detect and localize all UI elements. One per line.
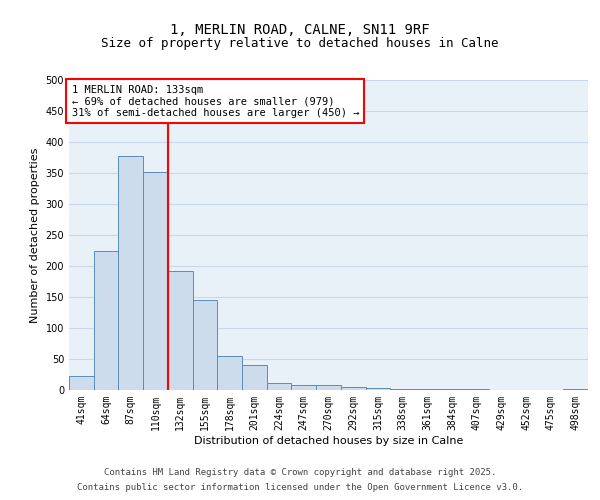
Text: Contains public sector information licensed under the Open Government Licence v3: Contains public sector information licen… [77, 483, 523, 492]
Bar [316, 385, 341, 390]
Y-axis label: Number of detached properties: Number of detached properties [30, 148, 40, 322]
Bar [267, 382, 292, 390]
Bar [143, 172, 168, 390]
X-axis label: Distribution of detached houses by size in Calne: Distribution of detached houses by size … [194, 436, 463, 446]
Bar [168, 271, 193, 390]
Text: Size of property relative to detached houses in Calne: Size of property relative to detached ho… [101, 38, 499, 51]
Bar [217, 356, 242, 390]
Bar [292, 385, 316, 390]
Bar [118, 156, 143, 390]
Bar [341, 387, 365, 390]
Text: 1, MERLIN ROAD, CALNE, SN11 9RF: 1, MERLIN ROAD, CALNE, SN11 9RF [170, 22, 430, 36]
Text: 1 MERLIN ROAD: 133sqm
← 69% of detached houses are smaller (979)
31% of semi-det: 1 MERLIN ROAD: 133sqm ← 69% of detached … [71, 84, 359, 118]
Bar [69, 376, 94, 390]
Bar [94, 250, 118, 390]
Bar [193, 300, 217, 390]
Bar [242, 365, 267, 390]
Text: Contains HM Land Registry data © Crown copyright and database right 2025.: Contains HM Land Registry data © Crown c… [104, 468, 496, 477]
Bar [365, 388, 390, 390]
Bar [390, 389, 415, 390]
